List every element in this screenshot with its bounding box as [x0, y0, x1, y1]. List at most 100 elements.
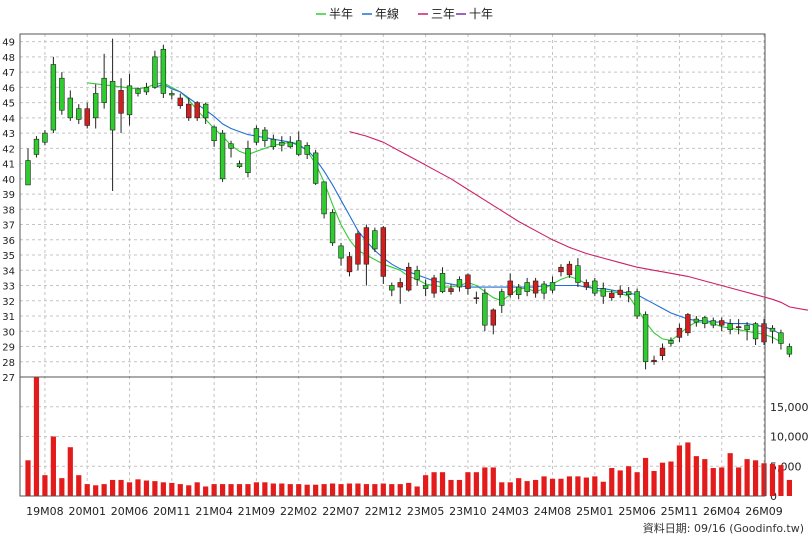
candle [651, 355, 657, 365]
candle [312, 149, 319, 185]
candle-body [50, 64, 57, 131]
volume-bar [744, 459, 750, 496]
candle-body [719, 320, 725, 326]
volume-bar [321, 484, 327, 496]
candle [549, 276, 556, 294]
candle-body [592, 280, 598, 294]
volume-bar [101, 484, 107, 496]
candle [279, 136, 285, 152]
candle-body [600, 288, 606, 297]
x-tick-label: 25M11 [661, 505, 699, 518]
volume-bar [541, 476, 547, 496]
candle-body [617, 289, 623, 295]
candle [346, 251, 353, 277]
candle [448, 284, 454, 295]
candle-body [253, 128, 260, 143]
candle [67, 90, 74, 121]
candle-body [761, 323, 767, 343]
candle-body [549, 282, 556, 291]
candle-body [160, 48, 167, 94]
price-tick-label: 40 [2, 175, 15, 186]
candle [414, 265, 420, 286]
candle [143, 82, 150, 95]
volume-bar [414, 486, 420, 496]
volume-bar [270, 483, 276, 496]
candle-body [515, 286, 522, 295]
candle [329, 209, 336, 246]
candle [693, 316, 700, 327]
candle-body [321, 181, 327, 215]
source-footer: 資料日期: 09/16 (Goodinfo.tw) [643, 521, 804, 535]
candle-body [769, 327, 776, 332]
candle [194, 101, 200, 121]
volume-bar [152, 481, 158, 496]
candle [169, 90, 175, 100]
candle-body [355, 233, 361, 265]
volume-bar [659, 462, 666, 496]
volume-tick-label: 0 [770, 490, 777, 503]
candle [211, 125, 217, 147]
price-tick-label: 38 [2, 205, 15, 216]
price-tick-label: 42 [2, 144, 15, 155]
volume-bar [363, 484, 369, 496]
volume-bar [203, 486, 209, 496]
candle [465, 273, 471, 295]
price-tick-label: 49 [2, 38, 15, 49]
volume-bar [685, 442, 691, 496]
candle-body [194, 102, 200, 119]
price-tick-label: 30 [2, 327, 15, 338]
volume-bar [727, 453, 733, 496]
candle [25, 148, 31, 186]
candle-body [448, 288, 454, 292]
x-tick-label: 24M08 [534, 505, 572, 518]
candle-body [186, 103, 192, 119]
candle [482, 288, 488, 332]
volume-bar [719, 467, 725, 496]
x-tick-label: 26M09 [745, 505, 783, 518]
candle [186, 98, 192, 121]
candle [702, 316, 708, 329]
candle [50, 56, 57, 134]
volume-panel-border [19, 376, 766, 497]
volume-tick-label: 5,000 [770, 460, 802, 473]
candle-body [92, 93, 99, 119]
volume-bar [135, 479, 141, 496]
candle-body [405, 266, 412, 291]
volume-bar [42, 475, 48, 496]
price-tick-label: 45 [2, 99, 15, 110]
candle [431, 274, 437, 298]
x-tick-label: 22M02 [280, 505, 318, 518]
volume-bar [296, 484, 302, 496]
candle [236, 160, 243, 169]
candle-body [304, 144, 310, 155]
candle-body [397, 282, 403, 288]
candle [397, 277, 403, 304]
volume-bar [634, 472, 640, 496]
volume-bar [769, 463, 776, 496]
candle [228, 140, 234, 158]
candle [245, 140, 251, 178]
candle [676, 323, 683, 342]
volume-bar [338, 484, 344, 496]
price-tick-label: 44 [2, 114, 15, 125]
candle [617, 285, 623, 298]
candle-body [389, 285, 395, 291]
candle-body [625, 291, 632, 295]
chart-axes: 19M08 20M01 20M06 20M11 21M04 21M09 22M02 22M07… [19, 33, 783, 518]
volume-bar [50, 436, 56, 496]
candle [219, 130, 226, 182]
volume-bar [389, 484, 395, 496]
candle [634, 288, 640, 320]
candle-body [710, 320, 716, 326]
candle-body [84, 108, 90, 126]
volume-bar [761, 463, 767, 496]
volume-bar [583, 477, 589, 496]
legend-label: 年線 [375, 6, 399, 21]
candle-body [338, 245, 344, 259]
price-tick-label: 37 [2, 221, 15, 232]
volume-bar [355, 483, 361, 496]
volume-bar [431, 472, 437, 496]
volume-bar [160, 482, 166, 496]
candle [118, 78, 124, 134]
